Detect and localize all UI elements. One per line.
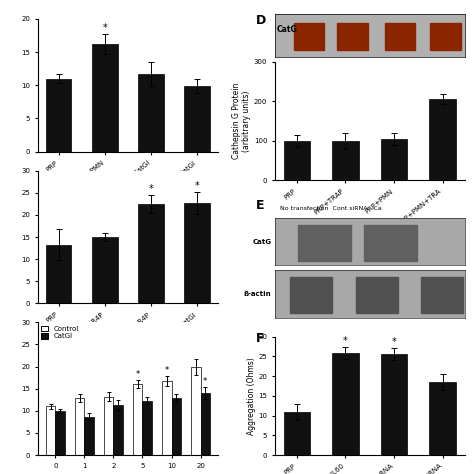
- Bar: [381, 138, 407, 180]
- Bar: [75, 399, 84, 455]
- Bar: [429, 99, 456, 180]
- Bar: [46, 79, 72, 152]
- Text: *: *: [392, 337, 396, 347]
- Bar: [421, 277, 463, 313]
- Bar: [92, 237, 118, 303]
- Text: *: *: [195, 181, 200, 191]
- Text: E: E: [256, 199, 264, 212]
- Legend: Control, CatGI: Control, CatGI: [41, 326, 79, 339]
- Bar: [133, 384, 143, 455]
- Bar: [430, 23, 461, 51]
- Bar: [201, 393, 210, 455]
- Bar: [143, 401, 152, 455]
- Text: No transfection  Cont siRNA   Ca: No transfection Cont siRNA Ca: [280, 206, 382, 211]
- Text: *: *: [149, 183, 154, 194]
- Text: *: *: [203, 377, 207, 386]
- Text: CatG: CatG: [252, 239, 271, 245]
- Bar: [356, 277, 398, 313]
- Bar: [290, 277, 332, 313]
- Bar: [92, 44, 118, 152]
- Bar: [172, 398, 181, 455]
- Bar: [55, 411, 64, 455]
- Text: *: *: [165, 366, 169, 375]
- Text: *: *: [102, 23, 107, 33]
- Bar: [385, 23, 415, 51]
- Bar: [191, 367, 201, 455]
- Bar: [46, 406, 55, 455]
- Bar: [283, 412, 310, 455]
- Y-axis label: Aggregation (Ohms): Aggregation (Ohms): [246, 357, 255, 435]
- Text: *: *: [343, 336, 348, 346]
- Bar: [294, 23, 324, 51]
- Y-axis label: Cathepsin G Protein
(arbitrary units): Cathepsin G Protein (arbitrary units): [232, 82, 251, 159]
- Bar: [138, 204, 164, 303]
- Bar: [84, 417, 94, 455]
- Bar: [381, 355, 407, 455]
- Bar: [104, 397, 113, 455]
- Bar: [283, 141, 310, 180]
- Bar: [184, 86, 210, 152]
- Text: ß-actin: ß-actin: [244, 291, 271, 297]
- Text: *: *: [136, 370, 140, 379]
- Text: CatG: CatG: [277, 25, 298, 34]
- Bar: [184, 203, 210, 303]
- Bar: [332, 141, 359, 180]
- Bar: [332, 353, 359, 455]
- Bar: [429, 382, 456, 455]
- Text: F: F: [256, 332, 264, 345]
- Bar: [46, 245, 72, 303]
- Text: D: D: [256, 14, 266, 27]
- Bar: [138, 74, 164, 152]
- Bar: [298, 225, 351, 261]
- Bar: [113, 405, 123, 455]
- Bar: [337, 23, 368, 51]
- Bar: [162, 381, 172, 455]
- Bar: [364, 225, 417, 261]
